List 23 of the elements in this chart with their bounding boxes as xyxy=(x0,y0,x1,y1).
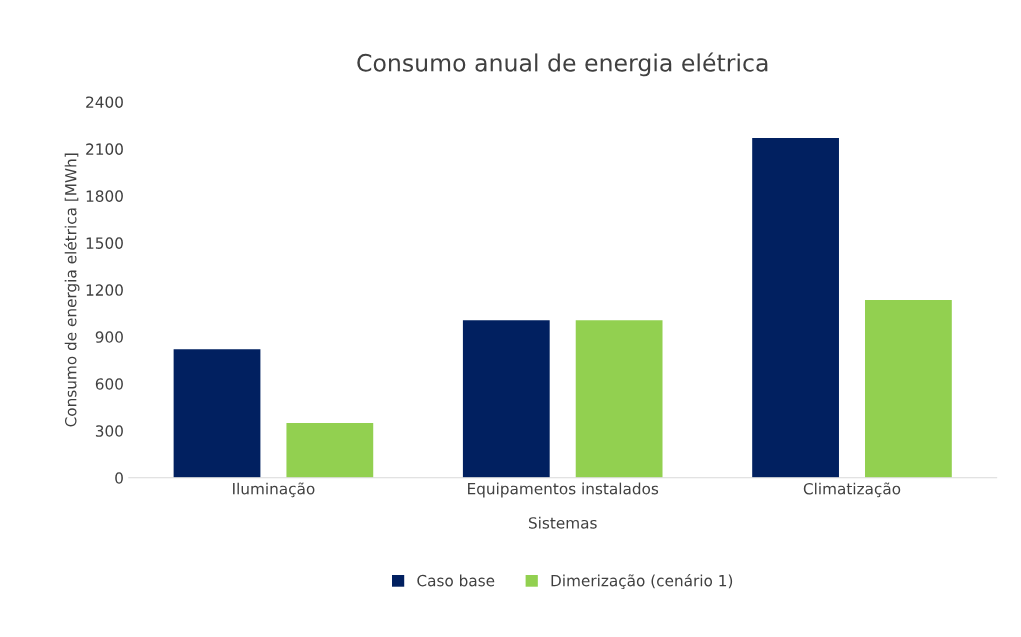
bar xyxy=(575,320,663,478)
y-tick-label: 2400 xyxy=(86,96,123,108)
y-tick-label: 1800 xyxy=(86,190,123,202)
legend-label: Dimerização (cenário 1) xyxy=(551,573,733,590)
y-axis-title: Consumo de energia elétrica [MWh] xyxy=(64,153,80,427)
y-tick-label: 2100 xyxy=(86,143,123,155)
x-tick-label: Iluminação xyxy=(233,482,315,498)
y-tick-label: 300 xyxy=(95,425,123,437)
y-tick-label: 600 xyxy=(95,378,123,390)
legend-label: Caso base xyxy=(417,574,495,587)
bar xyxy=(752,137,839,478)
y-tick-label: 900 xyxy=(95,331,123,343)
x-tick-label: Equipamentos instalados xyxy=(468,482,659,498)
bar xyxy=(865,300,952,478)
y-tick-label: 0 xyxy=(115,472,123,484)
y-tick-label: 1200 xyxy=(86,284,123,296)
x-axis-title: Sistemas xyxy=(528,516,597,529)
x-tick-label: Climatização xyxy=(803,482,901,498)
y-tick-label: 1500 xyxy=(86,237,123,249)
chart-title: Consumo anual de energia elétrica xyxy=(357,52,768,77)
bar xyxy=(462,320,550,478)
bar xyxy=(286,422,374,478)
bar xyxy=(173,349,261,478)
